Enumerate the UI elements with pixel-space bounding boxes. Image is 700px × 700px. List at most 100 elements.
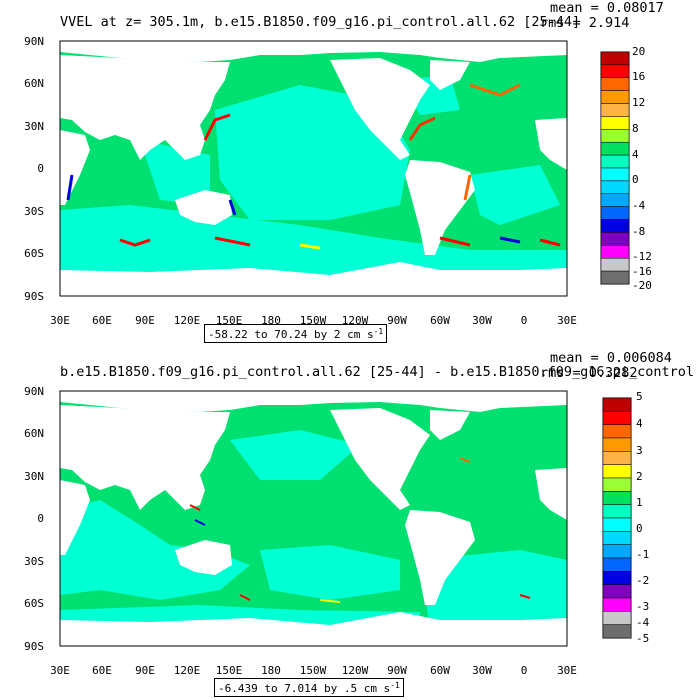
x-tick-label: 90E: [135, 314, 155, 327]
x-tick-label: 90W: [387, 314, 407, 327]
colorbar-label: 4: [632, 148, 639, 161]
colorbar-swatch: [600, 116, 630, 130]
x-tick-label: 30W: [472, 664, 492, 677]
colorbar-swatch: [600, 270, 630, 285]
bottom-panel: b.e15.B1850.f09_g16.pi_control.all.62 [2…: [0, 350, 700, 700]
colorbar: [600, 51, 630, 285]
contour-range-text: -58.22 to 70.24 by 2 cm s: [208, 328, 374, 341]
x-tick-label: 30E: [50, 664, 70, 677]
colorbar-swatch: [600, 129, 630, 143]
y-tick-label: 90N: [24, 385, 44, 398]
x-tick-label: 150W: [299, 664, 327, 677]
colorbar-label: -1: [636, 548, 650, 561]
colorbar-swatch: [602, 504, 632, 519]
x-tick-label: 60E: [92, 314, 112, 327]
mean-value: mean = 0.08017: [550, 0, 664, 16]
colorbar-swatches: [600, 51, 630, 285]
y-tick-label: 90S: [24, 290, 44, 303]
colorbar-swatch: [602, 464, 632, 479]
x-tick-label: 0: [520, 664, 528, 677]
colorbar-swatch: [600, 64, 630, 79]
contour-range-box: -58.22 to 70.24 by 2 cm s-1: [204, 324, 388, 343]
colorbar-label: -4: [632, 199, 646, 212]
colorbar-swatch: [600, 257, 630, 272]
land-masses: [60, 391, 567, 646]
colorbar-label: 8: [632, 122, 639, 135]
colorbar-swatch: [602, 584, 632, 599]
colorbar-swatch: [602, 424, 632, 439]
x-tick-label: 60W: [430, 314, 450, 327]
y-tick-label: 30S: [24, 555, 44, 568]
colorbar-swatch: [602, 411, 632, 425]
y-tick-label: 60S: [24, 597, 44, 610]
colorbar-swatch: [600, 77, 630, 91]
colorbar-label: 2: [636, 470, 643, 483]
rms-value: rms = 2.914: [540, 15, 630, 31]
colorbar-label: 4: [636, 417, 643, 430]
colorbar: [602, 397, 632, 639]
colorbar-swatch: [600, 167, 630, 182]
colorbar-swatch: [600, 180, 630, 195]
y-tick-label: 60N: [24, 427, 44, 440]
colorbar-label: -8: [632, 225, 646, 238]
colorbar-swatch: [600, 51, 630, 66]
colorbar-swatch: [602, 557, 632, 572]
contour-range-box: -6.439 to 7.014 by .5 cm s-1: [214, 678, 404, 697]
colorbar-label: 5: [636, 390, 643, 403]
colorbar-label: 0: [632, 173, 639, 186]
y-tick-label: 60S: [24, 247, 44, 260]
y-tick-label: 30S: [24, 205, 44, 218]
land-masses: [60, 41, 567, 296]
y-tick-label: 90S: [24, 640, 44, 653]
y-tick-label: 0: [37, 512, 44, 525]
colorbar-swatch: [602, 531, 632, 545]
colorbar-swatch: [602, 624, 632, 639]
colorbar-swatch: [600, 103, 630, 117]
x-tick-label: 30E: [557, 664, 577, 677]
rms-value: rms = 0.3282: [540, 365, 638, 381]
colorbar-swatch: [600, 206, 630, 220]
colorbar-label: 0: [636, 522, 643, 535]
x-tick-label: 120E: [173, 664, 201, 677]
colorbar-swatch: [602, 477, 632, 492]
contour-range-text: -6.439 to 7.014 by .5 cm s: [218, 682, 391, 695]
colorbar-label: -2: [636, 574, 650, 587]
y-tick-label: 0: [37, 162, 44, 175]
x-tick-label: 180: [261, 664, 281, 677]
x-tick-label: 180: [261, 314, 281, 327]
colorbar-label: -12: [632, 250, 652, 263]
x-tick-label: 30E: [50, 314, 70, 327]
x-tick-label: 120E: [173, 314, 201, 327]
colorbar-label: -20: [632, 279, 652, 292]
colorbar-swatch: [602, 597, 632, 612]
colorbar-label: 3: [636, 444, 643, 457]
map-figure: [59, 390, 632, 647]
x-tick-label: 90E: [135, 664, 155, 677]
x-tick-label: 30E: [557, 314, 577, 327]
x-tick-label: 150E: [215, 664, 243, 677]
colorbar-swatch: [602, 517, 632, 532]
x-tick-label: 60W: [430, 664, 450, 677]
colorbar-swatch: [602, 491, 632, 505]
x-tick-label: 120W: [341, 664, 369, 677]
colorbar-label: 1: [636, 496, 643, 509]
map-plot: [59, 40, 568, 297]
colorbar-label: -5: [636, 632, 650, 645]
colorbar-swatch: [600, 141, 630, 156]
map-frame: [59, 390, 568, 647]
colorbar-swatch: [602, 611, 632, 625]
current-streaks: [189, 457, 531, 603]
panel-title: VVEL at z= 305.1m, b.e15.B1850.f09_g16.p…: [60, 14, 581, 30]
top-panel: VVEL at z= 305.1m, b.e15.B1850.f09_g16.p…: [24, 0, 664, 343]
colorbar-swatch: [600, 245, 630, 259]
colorbar-swatch: [600, 232, 630, 246]
x-tick-label: 120W: [341, 314, 369, 327]
map-frame: [59, 40, 568, 297]
y-tick-label: 60N: [24, 77, 44, 90]
current-streaks: [66, 83, 561, 250]
colorbar-label: -4: [636, 616, 650, 629]
x-tick-label: 150E: [215, 314, 243, 327]
colorbar-swatch: [600, 219, 630, 233]
x-tick-label: 30W: [472, 314, 492, 327]
colorbar-label: 20: [632, 45, 646, 58]
